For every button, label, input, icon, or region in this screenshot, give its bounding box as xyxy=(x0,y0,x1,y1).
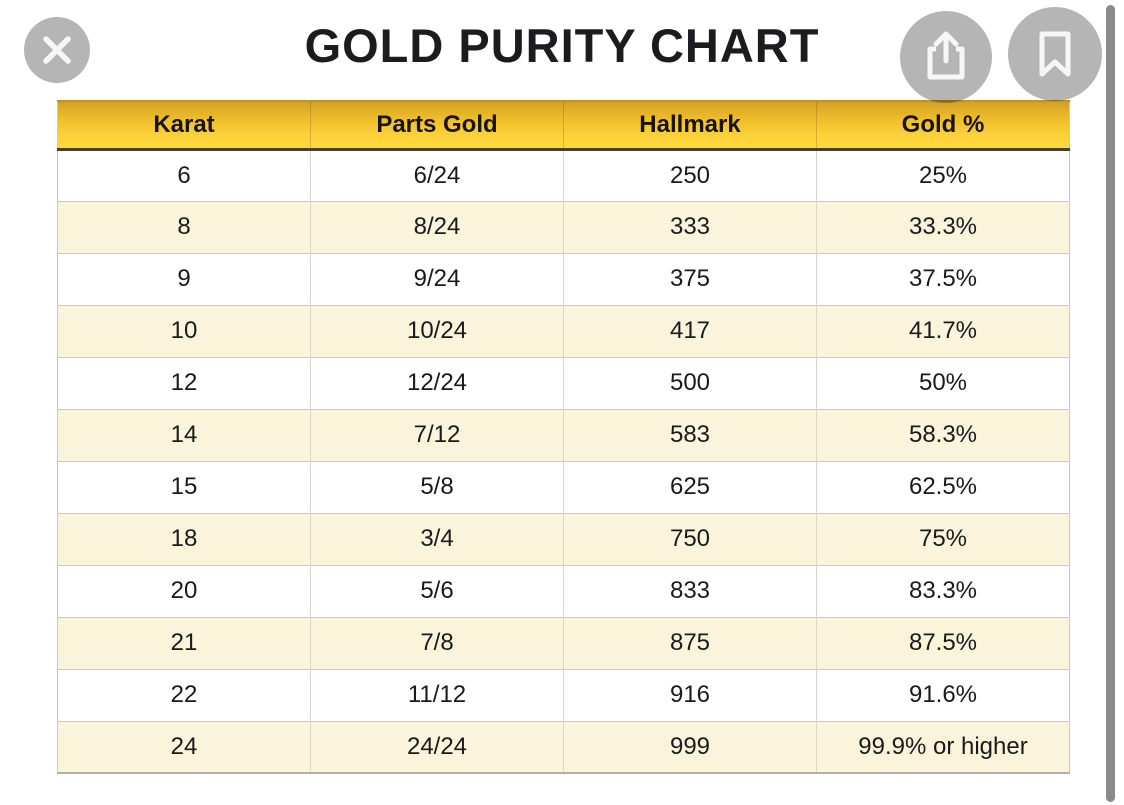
table-cell: 7/12 xyxy=(310,408,564,461)
table-row: 20 5/6 833 83.3% xyxy=(57,564,1070,617)
table-cell: 62.5% xyxy=(816,460,1070,513)
header-gold-pct: Gold % xyxy=(816,100,1070,151)
table-row: 22 11/12 916 91.6% xyxy=(57,668,1070,721)
table-cell: 11/12 xyxy=(310,668,564,721)
table-cell: 9/24 xyxy=(310,252,564,305)
table-cell: 5/6 xyxy=(310,564,564,617)
table-cell: 91.6% xyxy=(816,668,1070,721)
table-cell: 333 xyxy=(563,200,817,253)
table-cell: 25% xyxy=(816,148,1070,201)
table-cell: 250 xyxy=(563,148,817,201)
table-cell: 41.7% xyxy=(816,304,1070,357)
table-cell: 7/8 xyxy=(310,616,564,669)
gold-purity-table: Karat Parts Gold Hallmark Gold % 6 6/24 25… xyxy=(57,100,1070,774)
table-header-row: Karat Parts Gold Hallmark Gold % xyxy=(57,100,1070,151)
table-cell: 999 xyxy=(563,720,817,773)
scrollbar-thumb[interactable] xyxy=(1106,5,1115,802)
table-cell: 18 xyxy=(57,512,311,565)
table-cell: 9 xyxy=(57,252,311,305)
table-row: 6 6/24 250 25% xyxy=(57,148,1070,201)
table-row: 21 7/8 875 87.5% xyxy=(57,616,1070,669)
gold-purity-table-wrap: Karat Parts Gold Hallmark Gold % 6 6/24 25… xyxy=(57,100,1070,774)
table-cell: 375 xyxy=(563,252,817,305)
table-row: 14 7/12 583 58.3% xyxy=(57,408,1070,461)
table-cell: 10/24 xyxy=(310,304,564,357)
table-header: Karat Parts Gold Hallmark Gold % xyxy=(57,100,1070,151)
table-cell: 417 xyxy=(563,304,817,357)
header-parts-gold: Parts Gold xyxy=(310,100,564,151)
table-cell: 99.9% or higher xyxy=(816,720,1070,773)
table-cell: 33.3% xyxy=(816,200,1070,253)
header-karat: Karat xyxy=(57,100,311,151)
table-cell: 3/4 xyxy=(310,512,564,565)
share-button[interactable] xyxy=(900,11,992,103)
table-body: 6 6/24 250 25% 8 8/24 333 33.3% 9 9/24 375 37.5% 10 1… xyxy=(57,148,1070,773)
close-button[interactable] xyxy=(24,17,90,83)
table-row: 24 24/24 999 99.9% or higher xyxy=(57,720,1070,773)
table-cell: 12/24 xyxy=(310,356,564,409)
table-cell: 583 xyxy=(563,408,817,461)
table-cell: 24/24 xyxy=(310,720,564,773)
table-cell: 5/8 xyxy=(310,460,564,513)
header-hallmark: Hallmark xyxy=(563,100,817,151)
table-cell: 875 xyxy=(563,616,817,669)
close-icon xyxy=(40,33,74,67)
bookmark-icon xyxy=(1035,30,1075,78)
table-cell: 20 xyxy=(57,564,311,617)
table-cell: 6/24 xyxy=(310,148,564,201)
table-row: 8 8/24 333 33.3% xyxy=(57,200,1070,253)
table-cell: 58.3% xyxy=(816,408,1070,461)
table-row: 9 9/24 375 37.5% xyxy=(57,252,1070,305)
table-cell: 500 xyxy=(563,356,817,409)
table-cell: 37.5% xyxy=(816,252,1070,305)
table-cell: 8/24 xyxy=(310,200,564,253)
table-row: 18 3/4 750 75% xyxy=(57,512,1070,565)
table-cell: 833 xyxy=(563,564,817,617)
table-cell: 50% xyxy=(816,356,1070,409)
table-cell: 12 xyxy=(57,356,311,409)
table-cell: 10 xyxy=(57,304,311,357)
share-icon xyxy=(922,31,970,83)
table-row: 12 12/24 500 50% xyxy=(57,356,1070,409)
table-cell: 75% xyxy=(816,512,1070,565)
table-row: 10 10/24 417 41.7% xyxy=(57,304,1070,357)
table-cell: 14 xyxy=(57,408,311,461)
table-cell: 83.3% xyxy=(816,564,1070,617)
table-cell: 8 xyxy=(57,200,311,253)
page-title: GOLD PURITY CHART xyxy=(304,19,820,72)
table-cell: 625 xyxy=(563,460,817,513)
table-cell: 22 xyxy=(57,668,311,721)
table-cell: 24 xyxy=(57,720,311,773)
table-cell: 6 xyxy=(57,148,311,201)
table-cell: 916 xyxy=(563,668,817,721)
bookmark-button[interactable] xyxy=(1008,7,1102,101)
table-cell: 15 xyxy=(57,460,311,513)
table-cell: 21 xyxy=(57,616,311,669)
table-cell: 87.5% xyxy=(816,616,1070,669)
table-row: 15 5/8 625 62.5% xyxy=(57,460,1070,513)
table-cell: 750 xyxy=(563,512,817,565)
